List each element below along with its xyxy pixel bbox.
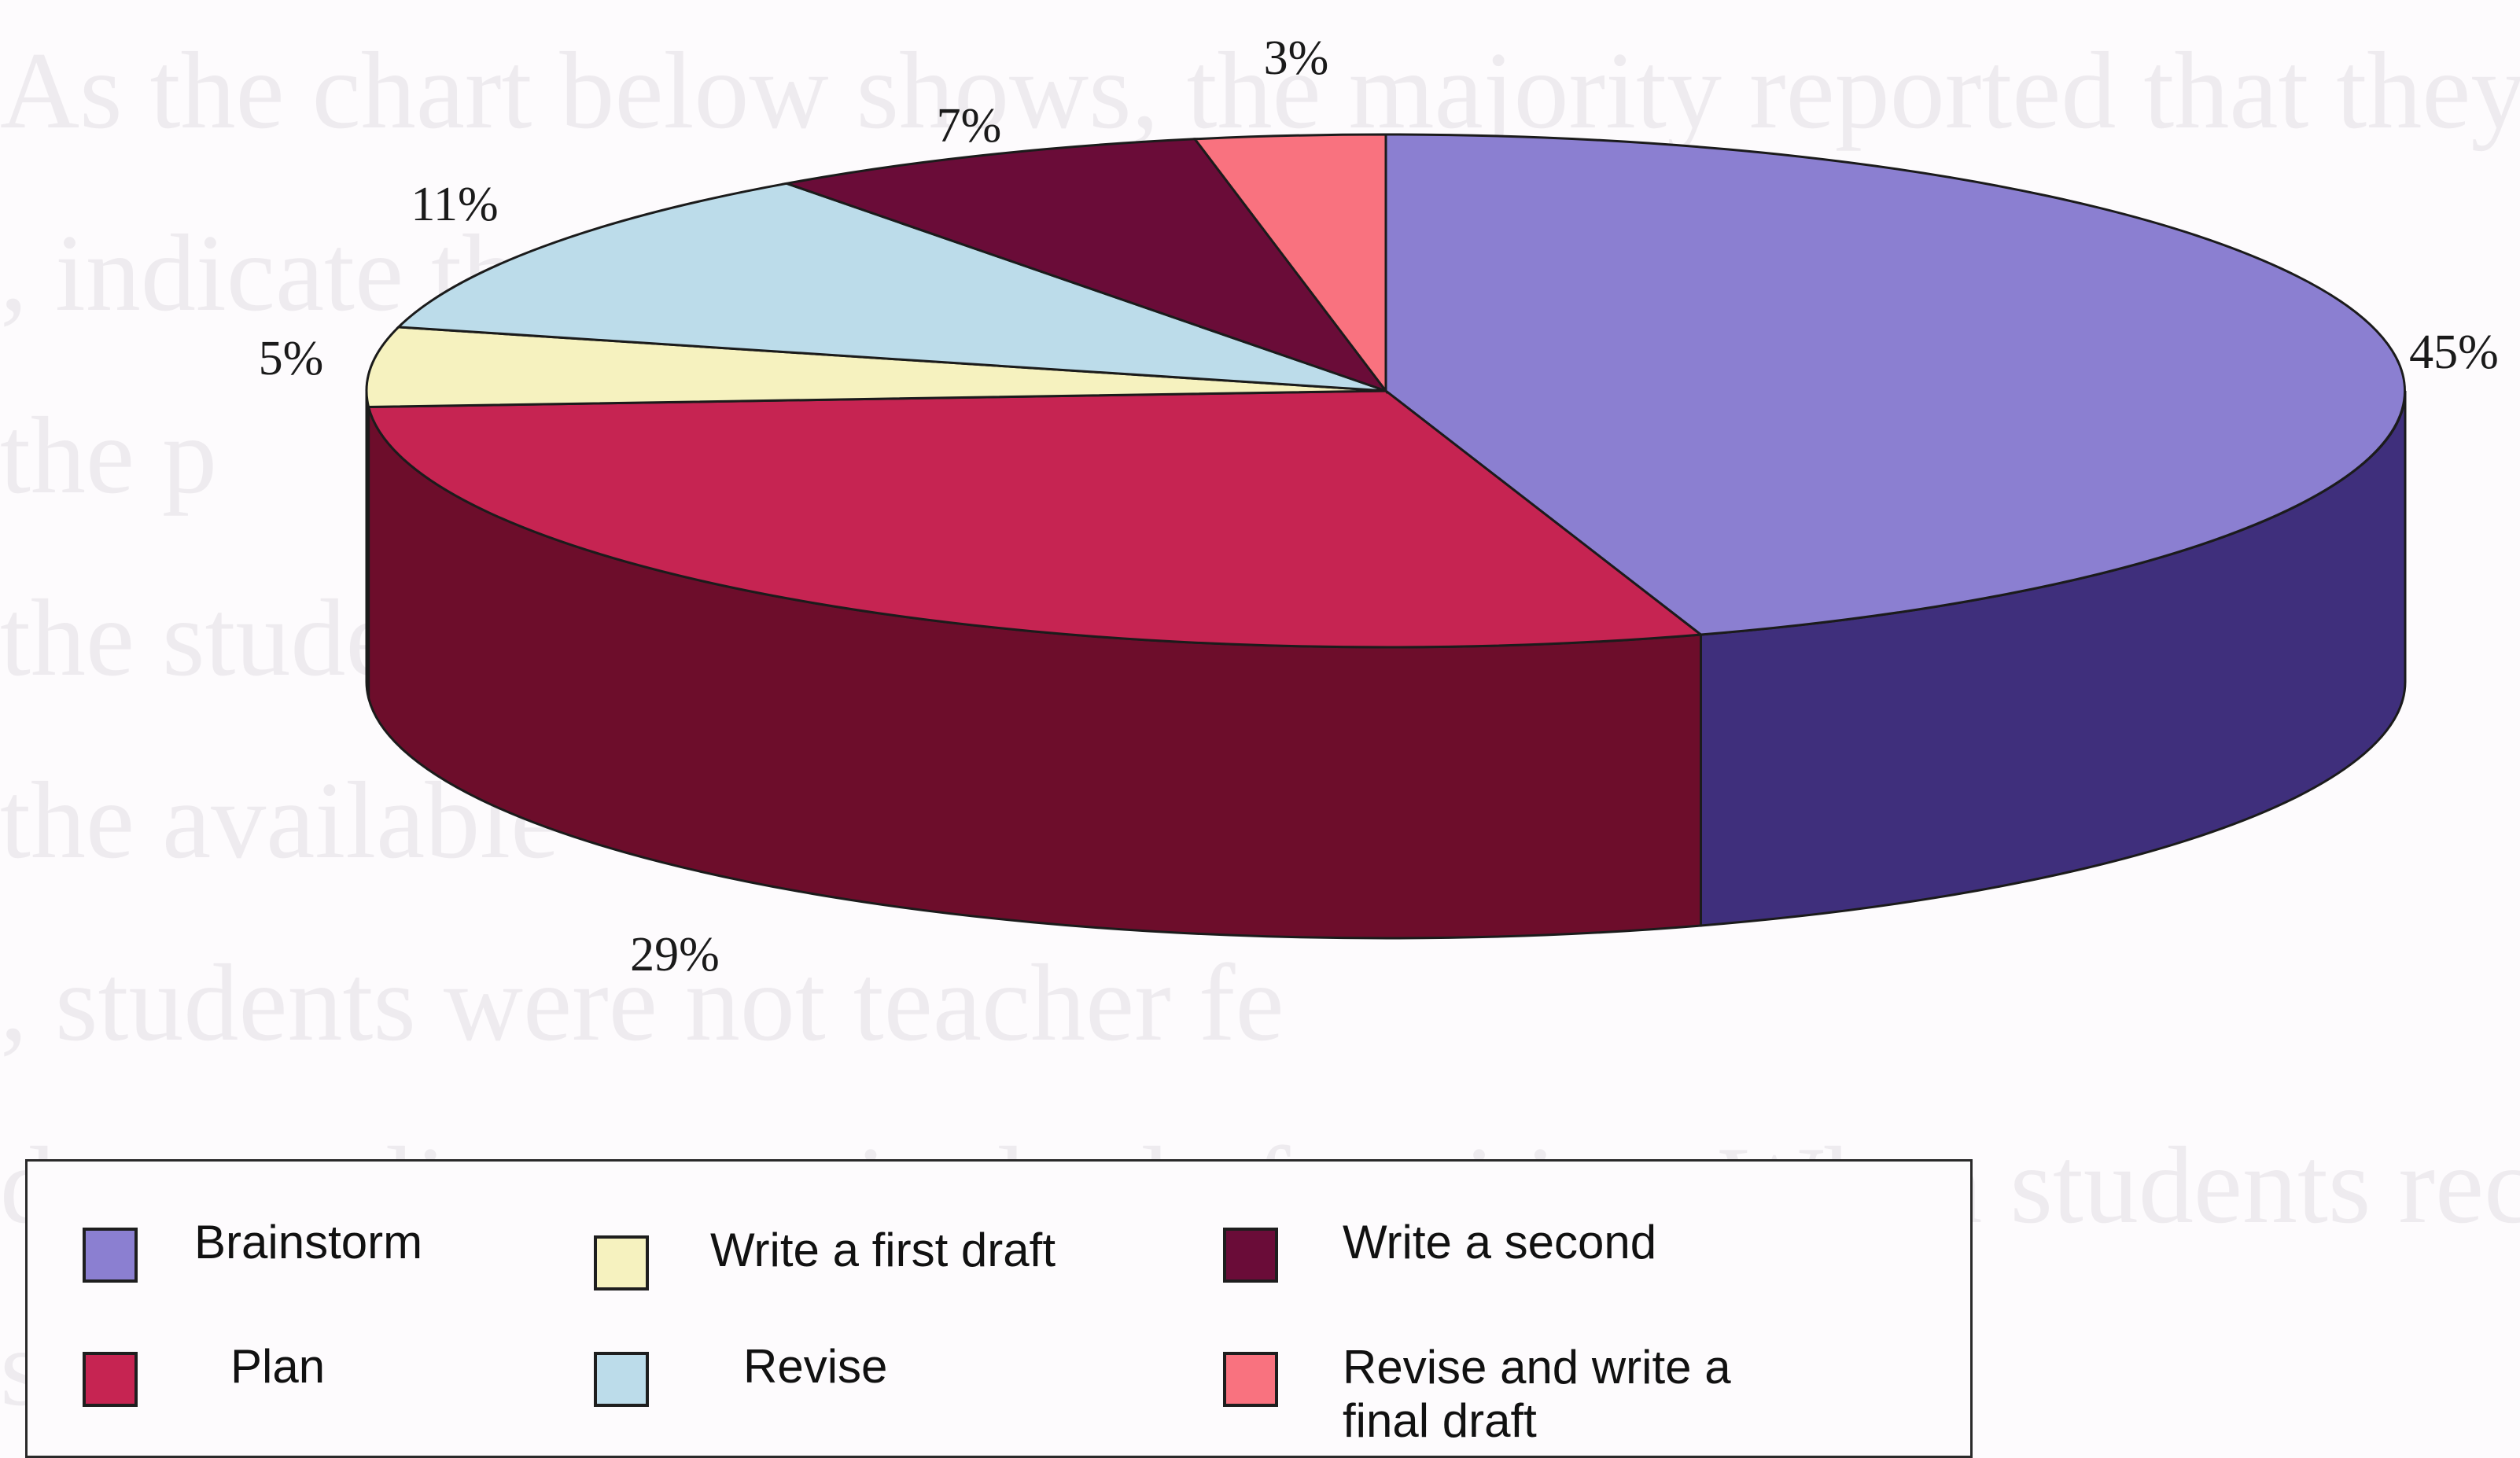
pie-slice-revise-and-write-a-final-draft — [1192, 133, 1387, 395]
pct-label-revise: 11% — [411, 178, 498, 231]
pct-label-write-a-first-draft: 5% — [259, 332, 324, 385]
pie-tops — [365, 133, 2406, 649]
legend-label: Write a second — [1343, 1216, 1657, 1268]
legend: Brainstorm Write a first draft Write a sec… — [25, 1159, 1973, 1458]
pct-label-revise-and-write-a-final-draft: 3% — [1264, 31, 1329, 85]
pie-slice-revise — [396, 182, 1387, 392]
legend-label: Write a first draft — [710, 1224, 1056, 1276]
pie-slice-write-a-second — [782, 138, 1390, 394]
legend-label: Revise and write a final draft — [1343, 1341, 1731, 1447]
legend-swatch — [83, 1228, 138, 1283]
pie-slice-brainstorm — [1384, 133, 2406, 636]
legend-swatch — [1223, 1228, 1278, 1283]
legend-swatch — [594, 1235, 649, 1290]
legend-label: Brainstorm — [194, 1216, 423, 1268]
legend-swatch — [1223, 1352, 1278, 1407]
legend-swatch — [83, 1352, 138, 1407]
pct-label-brainstorm: 45% — [2409, 326, 2499, 379]
pie-slice-plan — [367, 389, 1704, 649]
pie-side-write-a-first-draft — [365, 390, 370, 698]
legend-label: Plan — [230, 1340, 326, 1393]
percentage-labels: 45% 29% 5% 11% 7% 3% — [259, 31, 2499, 981]
legend-label: Revise — [743, 1340, 888, 1393]
pct-label-plan: 29% — [630, 928, 720, 981]
pie-slice-write-a-first-draft — [365, 326, 1387, 409]
legend-swatch — [594, 1352, 649, 1407]
pct-label-write-a-second: 7% — [937, 99, 1002, 153]
